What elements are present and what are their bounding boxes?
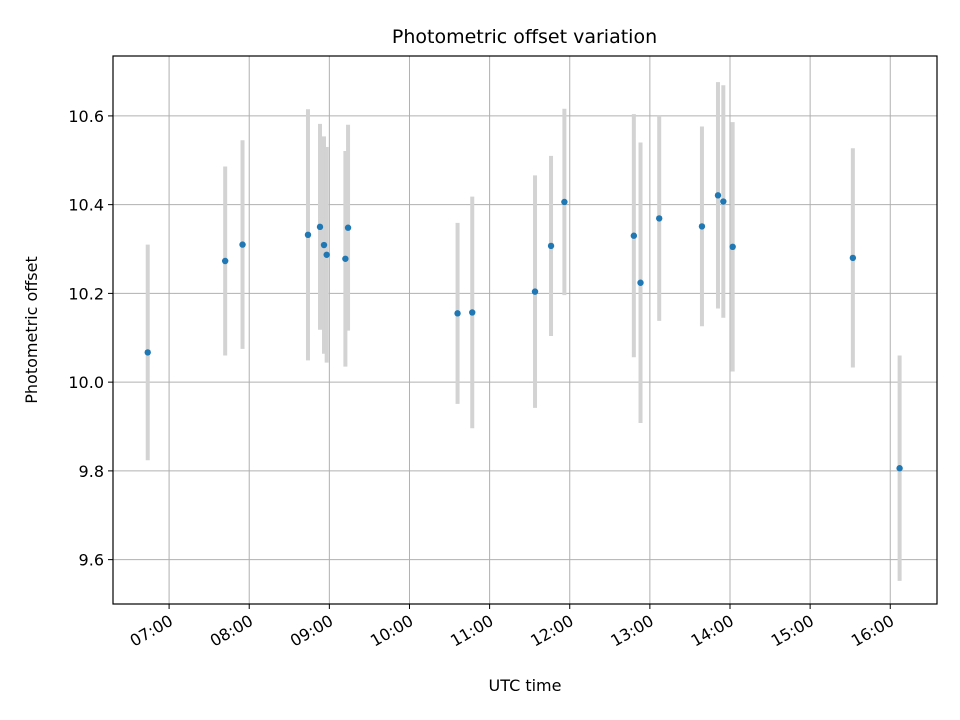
data-point [344, 224, 352, 231]
y-tick-label: 10.0 [68, 373, 104, 392]
data-point [144, 349, 151, 356]
data-point [342, 255, 349, 262]
y-tick-label: 10.4 [68, 196, 104, 215]
data-point [320, 241, 328, 249]
data-point [454, 310, 461, 317]
grid [113, 56, 937, 604]
data-point [720, 198, 727, 205]
data-point [637, 279, 644, 286]
y-axis-label: Photometric offset [22, 256, 41, 404]
y-tick-label: 9.8 [79, 462, 104, 481]
data-point [469, 309, 476, 316]
data-point [849, 254, 857, 262]
plot-frame [112, 55, 938, 605]
data-points [144, 192, 903, 472]
data-point [547, 242, 555, 250]
data-point [531, 288, 539, 295]
y-tick-label: 10.6 [68, 107, 104, 126]
y-tick-label: 10.2 [68, 284, 104, 303]
data-point [896, 465, 903, 472]
data-point [561, 198, 568, 206]
data-point [323, 251, 330, 258]
data-point [729, 243, 736, 251]
data-point [316, 223, 324, 231]
data-point [239, 241, 246, 248]
y-tick-label: 9.6 [79, 551, 104, 570]
data-point [698, 223, 706, 230]
chart-title: Photometric offset variation [392, 26, 657, 48]
x-axis-label: UTC time [489, 676, 562, 695]
data-point [714, 192, 722, 199]
data-point [221, 257, 229, 265]
data-point [304, 231, 312, 239]
data-point [656, 215, 663, 222]
data-point [630, 232, 638, 239]
